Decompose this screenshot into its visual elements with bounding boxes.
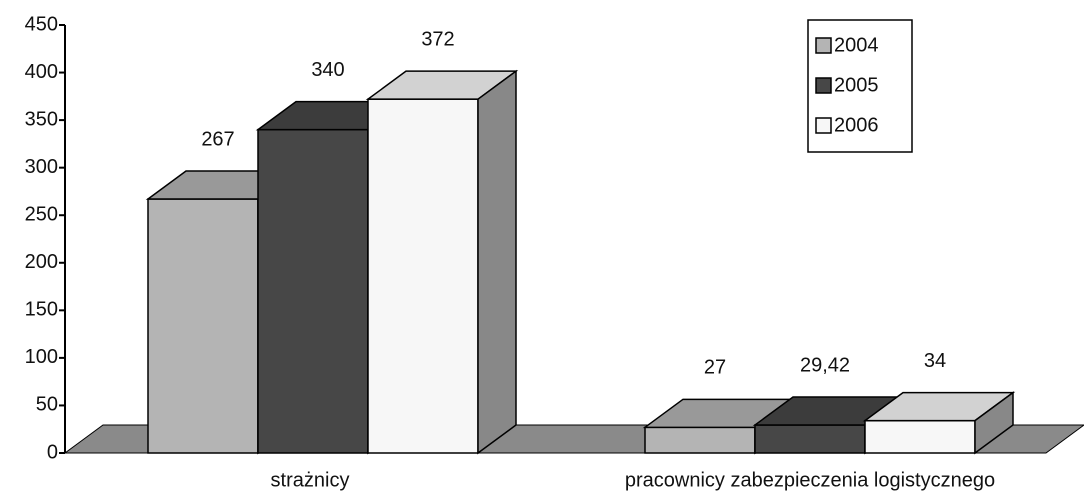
bar-front	[367, 98, 479, 454]
value-label: 27	[704, 357, 726, 379]
y-tick-label: 150	[25, 299, 58, 321]
value-label: 267	[201, 128, 234, 150]
y-tick-label: 350	[25, 108, 58, 130]
bar-front	[147, 198, 259, 454]
bar-side	[974, 391, 1014, 455]
bar-front	[864, 419, 976, 454]
legend-swatch	[815, 77, 832, 94]
legend-label: 2005	[834, 74, 879, 96]
bar-side	[477, 69, 517, 455]
y-tick-label: 200	[25, 251, 58, 273]
legend-label: 2006	[834, 114, 879, 136]
bar-front	[257, 128, 369, 454]
y-tick-label: 400	[25, 61, 58, 83]
value-label: 372	[421, 28, 454, 50]
y-tick-label: 100	[25, 346, 58, 368]
legend-swatch	[815, 37, 832, 54]
y-tick-label: 300	[25, 156, 58, 178]
legend-label: 2004	[834, 34, 879, 56]
bar-front	[644, 426, 756, 454]
y-tick-label: 0	[47, 441, 58, 463]
value-label: 29,42	[800, 354, 850, 376]
value-label: 340	[311, 59, 344, 81]
value-label: 34	[924, 350, 946, 372]
bar-front	[754, 424, 866, 454]
y-tick-label: 450	[25, 13, 58, 35]
x-tick-label: strażnicy	[271, 469, 350, 491]
legend-swatch	[815, 117, 832, 134]
x-tick-label: pracownicy zabezpieczenia logistycznego	[625, 469, 995, 491]
y-tick-label: 250	[25, 204, 58, 226]
y-tick-label: 50	[36, 394, 58, 416]
